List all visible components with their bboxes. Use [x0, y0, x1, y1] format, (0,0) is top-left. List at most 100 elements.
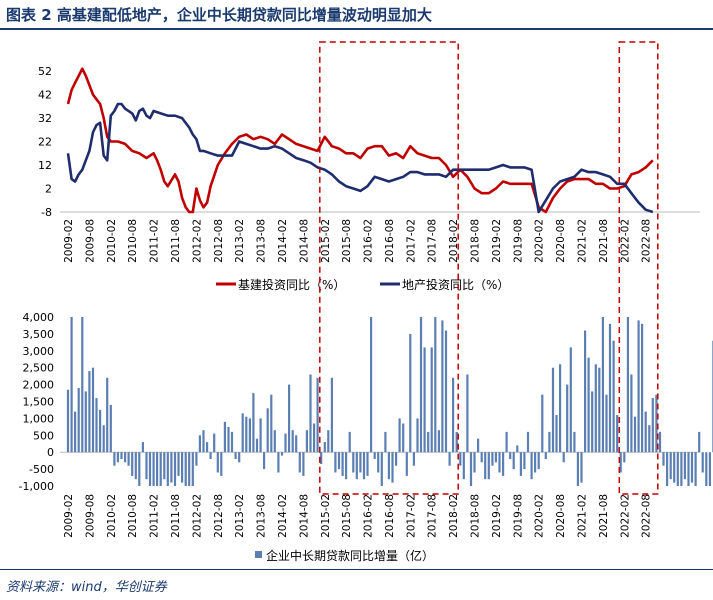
bar-x-tick-label: 2019-08 [512, 494, 524, 538]
line-x-tick-label: 2011-08 [170, 219, 182, 263]
loan-bar [594, 364, 597, 453]
loan-bar [345, 452, 348, 480]
highlight-box [319, 41, 459, 495]
loan-bar [309, 374, 312, 453]
loan-bar [380, 452, 383, 486]
loan-bar [566, 384, 569, 453]
loan-bar [537, 452, 540, 470]
loan-bar [705, 452, 708, 486]
loan-bar [280, 452, 284, 456]
bar-y-tick-label: 4,000 [23, 311, 55, 324]
bar-x-tick-label: 2010-02 [106, 494, 118, 538]
loan-bar [120, 452, 123, 459]
loan-bar [248, 418, 251, 453]
loan-bar [412, 452, 415, 466]
line-x-tick-label: 2012-08 [213, 219, 225, 263]
title-divider [0, 28, 713, 30]
legend-infra-label: 基建投资同比（%） [238, 277, 345, 292]
line-x-tick-label: 2010-02 [106, 219, 118, 263]
loan-bar [255, 438, 259, 453]
loan-bar [291, 430, 294, 453]
loan-bar [701, 452, 704, 473]
loan-bar [448, 452, 451, 466]
loan-bar [673, 452, 676, 483]
bar-x-tick-label: 2012-02 [191, 494, 203, 538]
loan-bar [341, 452, 344, 476]
loan-bar [419, 317, 423, 453]
loan-bar [395, 452, 398, 466]
loan-bar [452, 377, 455, 453]
loan-bar [202, 430, 205, 453]
loan-bar [516, 445, 519, 453]
loan-bar [662, 452, 665, 466]
line-x-tick-label: 2018-08 [470, 219, 482, 263]
loan-bar [170, 452, 173, 483]
loan-bar [416, 418, 419, 453]
bar-x-tick-label: 2017-02 [405, 494, 417, 538]
loan-bar [95, 398, 98, 453]
loan-bar [402, 423, 405, 453]
loan-bar [466, 374, 469, 453]
line-x-tick-label: 2020-02 [534, 219, 546, 263]
loan-bar [398, 418, 401, 453]
loan-bar [270, 394, 273, 453]
loan-bar [209, 452, 212, 459]
loan-bar [288, 384, 291, 453]
loan-bar [580, 452, 583, 483]
loan-bar [227, 426, 230, 453]
bar-y-tick-label: 0 [47, 446, 54, 459]
loan-bar [216, 452, 219, 473]
loan-bar [708, 452, 711, 486]
loan-bar [626, 317, 629, 453]
chart-title: 图表 2 高基建配低地产，企业中长期贷款同比增量波动明显加大 [6, 6, 432, 24]
loan-bar [384, 431, 387, 453]
loan-bar [612, 340, 615, 453]
loan-bar [544, 452, 547, 459]
loan-bar [576, 452, 579, 486]
loan-bar [99, 409, 102, 453]
loan-bar [259, 418, 262, 453]
loan-bar [387, 452, 390, 480]
loan-bar [434, 317, 437, 453]
bar-x-tick-label: 2015-08 [341, 494, 353, 538]
line-y-tick-label: 42 [38, 89, 52, 102]
loan-bar [676, 452, 679, 486]
loan-bar [491, 452, 494, 466]
loan-bar [370, 317, 373, 453]
bar-y-tick-label: -1,000 [19, 480, 54, 493]
loan-bar [152, 452, 155, 486]
loan-bar [323, 442, 326, 453]
bar-x-tick-label: 2011-02 [149, 494, 161, 538]
loan-bar [477, 438, 480, 453]
bar-y-tick-label: 1,000 [23, 412, 55, 425]
loan-bar [113, 452, 116, 466]
bar-y-tick-label: 3,500 [23, 328, 55, 341]
loan-bar [220, 452, 223, 476]
loan-bar [116, 452, 119, 463]
loan-bar [633, 416, 637, 453]
loan-bar [362, 452, 366, 480]
loan-bar [519, 452, 522, 476]
line-x-tick-label: 2015-08 [341, 219, 353, 263]
bar-x-tick-label: 2017-08 [427, 494, 439, 538]
loan-bar [298, 452, 301, 473]
loan-bar [91, 367, 95, 453]
line-x-tick-label: 2012-02 [191, 219, 203, 263]
loan-bar [644, 411, 647, 453]
loan-bar [494, 452, 497, 463]
loan-bar [409, 333, 412, 453]
line-x-tick-label: 2010-08 [127, 219, 139, 263]
line-y-tick-label: 2 [45, 183, 52, 196]
loan-bar [245, 416, 248, 453]
property-investment-line [66, 102, 654, 214]
loan-bar [305, 430, 308, 453]
line-x-tick-label: 2022-02 [619, 219, 631, 263]
loan-bar [548, 431, 551, 453]
bar-x-tick-label: 2019-02 [491, 494, 503, 538]
line-y-tick-label: 22 [38, 136, 52, 149]
line-x-tick-label: 2021-08 [598, 219, 610, 263]
loan-bar [430, 347, 433, 453]
line-x-tick-label: 2016-02 [363, 219, 375, 263]
loan-bar [480, 452, 483, 463]
loan-bar [230, 431, 234, 453]
